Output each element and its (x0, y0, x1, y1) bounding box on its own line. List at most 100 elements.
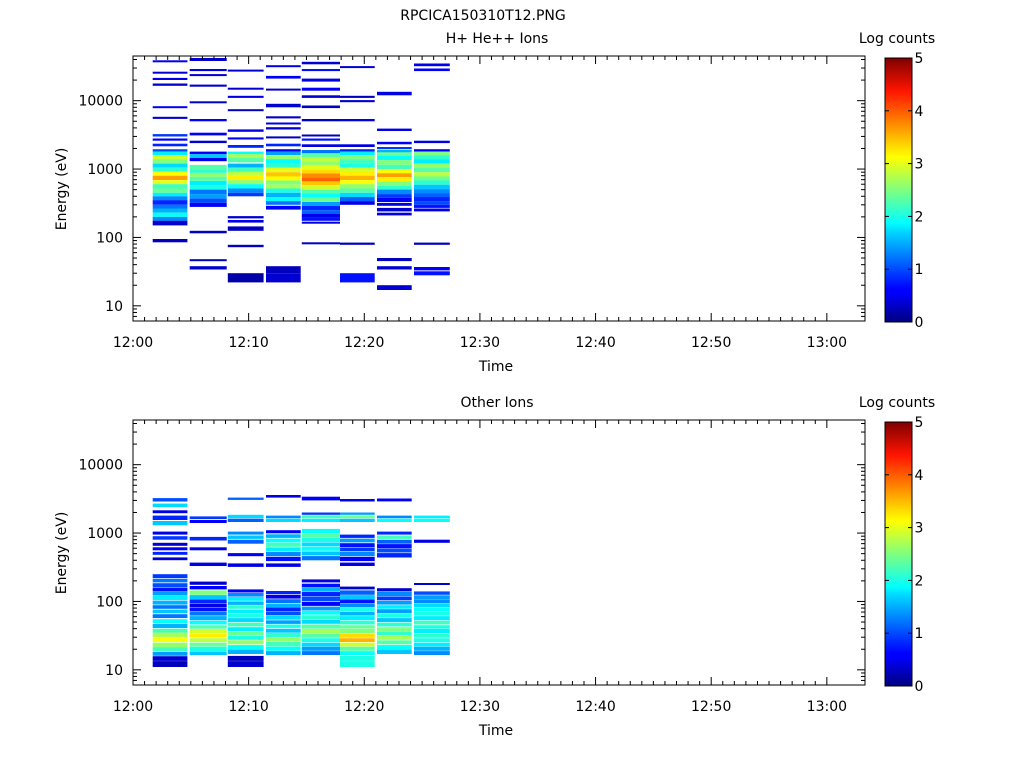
heatmap-cell (227, 640, 264, 645)
heatmap-cell (414, 518, 450, 522)
heatmap-cell (152, 521, 188, 526)
heatmap-cell (227, 145, 264, 148)
heatmap-cell (227, 95, 264, 98)
heatmap-cell (377, 91, 412, 96)
heatmap-cell (414, 159, 450, 164)
colorbar-tick-label: 3 (915, 521, 924, 537)
heatmap-cell (301, 596, 340, 602)
heatmap-cell (152, 591, 188, 596)
heatmap-cell (301, 629, 340, 633)
heatmap-cell (227, 622, 264, 627)
heatmap-cell (301, 602, 340, 606)
heatmap-cell (377, 631, 412, 636)
heatmap-cell (189, 185, 227, 190)
colorbar (884, 57, 913, 323)
colorbar-ticks: 0 1 2 3 4 5 (885, 51, 924, 331)
heatmap-cell (301, 242, 340, 245)
heatmap-cell (189, 607, 227, 612)
heatmap-cell (301, 105, 340, 109)
heatmap-cell (377, 609, 412, 614)
heatmap-cell (152, 503, 188, 508)
heatmap-cell (266, 556, 301, 562)
heatmap-cell (301, 638, 340, 642)
heatmap-cell (266, 611, 301, 616)
heatmap-cell (227, 618, 264, 622)
y-tick-label: 10000 (78, 458, 123, 474)
heatmap-cell (189, 194, 227, 199)
heatmap-cell (227, 192, 264, 197)
heatmap-cell (340, 562, 375, 566)
heatmap-cell (189, 516, 227, 520)
heatmap-cell (189, 154, 227, 158)
heatmap-cell (414, 180, 450, 185)
heatmap-cell (377, 173, 412, 178)
heatmap-cell (301, 87, 340, 91)
heatmap-cell (266, 266, 301, 274)
heatmap-cell (227, 627, 264, 631)
heatmap-cell (377, 152, 412, 156)
heatmap-cell (266, 159, 301, 164)
heatmap-cell (301, 150, 340, 154)
heatmap-cell (189, 603, 227, 608)
heatmap-cell (227, 601, 264, 605)
heatmap-cell (152, 623, 188, 628)
heatmap-cell (340, 66, 375, 69)
heatmap-cell (301, 95, 340, 98)
heatmap-cell (189, 620, 227, 625)
heatmap-cell (377, 553, 412, 558)
heatmap-cell (152, 542, 188, 546)
heatmap-cell (189, 119, 227, 122)
heatmap-cell (377, 128, 412, 131)
x-tick-label: 13:00 (807, 335, 847, 351)
heatmap-cell (377, 531, 412, 535)
heatmap-cell (266, 205, 301, 210)
heatmap-cell (340, 149, 375, 152)
heatmap-cell (301, 610, 340, 615)
heatmap-cell (340, 144, 375, 147)
heatmap-cell (152, 171, 188, 176)
heatmap-cell (414, 197, 450, 202)
heatmap-cell (152, 605, 188, 609)
heatmap-cell (414, 583, 450, 585)
heatmap-cell (152, 163, 188, 168)
heatmap-cell (227, 609, 264, 614)
heatmap-cell (377, 212, 412, 216)
heatmap-cell (377, 645, 412, 650)
colorbar-tick-label: 4 (915, 104, 924, 120)
heatmap-cell (227, 605, 264, 609)
heatmap-cell (377, 181, 412, 186)
heatmap-cell (340, 547, 375, 552)
heatmap-cell (152, 220, 188, 226)
heatmap-cell (152, 149, 188, 152)
heatmap-cell (414, 651, 450, 655)
heatmap-cell (152, 557, 188, 561)
heatmap-cell (340, 586, 375, 590)
heatmap-cell (266, 88, 301, 91)
heatmap-cell (152, 614, 188, 619)
heatmap-cell (301, 556, 340, 561)
heatmap-cell (152, 587, 188, 592)
heatmap-cell (189, 595, 227, 600)
heatmap-cell (227, 531, 264, 535)
heatmap-cell (152, 180, 188, 185)
x-tick-label: 12:10 (228, 699, 268, 715)
heatmap-cell (414, 271, 450, 276)
heatmap-cell (227, 631, 264, 636)
heatmap-cell (152, 596, 188, 600)
heatmap-cell (301, 651, 340, 655)
heatmap-cell (152, 628, 188, 633)
heatmap-cell (189, 547, 227, 551)
x-tick-label: 12:10 (228, 335, 268, 351)
heatmap-cell (152, 609, 188, 614)
heatmap-cell (152, 175, 188, 181)
heatmap-cell (227, 589, 264, 593)
heatmap-cell (340, 155, 375, 160)
heatmap-cell (152, 184, 188, 189)
heatmap-cell (266, 143, 301, 147)
heatmap-cell (152, 143, 188, 147)
heatmap-cell (189, 536, 227, 541)
heatmap-cell (266, 637, 301, 642)
heatmap-cell (340, 197, 375, 202)
heatmap-cell (414, 595, 450, 600)
x-tick-label: 12:50 (691, 699, 731, 715)
